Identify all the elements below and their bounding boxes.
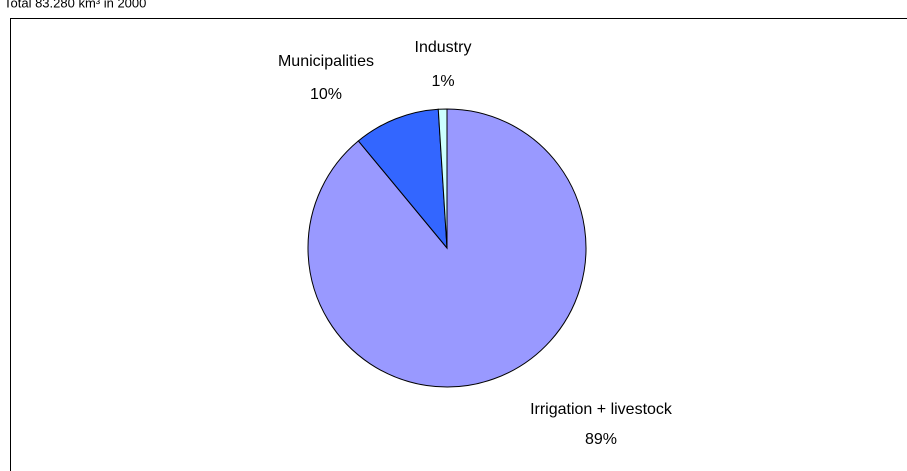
slice-value-label: 1% bbox=[431, 73, 454, 90]
pie-slice bbox=[437, 108, 448, 249]
slice-label: Industry bbox=[415, 39, 472, 56]
slice-value-label: 10% bbox=[310, 86, 342, 103]
slice-label: Irrigation + livestock bbox=[530, 401, 673, 418]
slice-label: Municipalities bbox=[278, 53, 374, 70]
chart-title: Total 83.280 km³ in 2000 bbox=[4, 0, 146, 10]
slice-value-label: 89% bbox=[585, 431, 617, 448]
pie-slice bbox=[357, 108, 448, 250]
